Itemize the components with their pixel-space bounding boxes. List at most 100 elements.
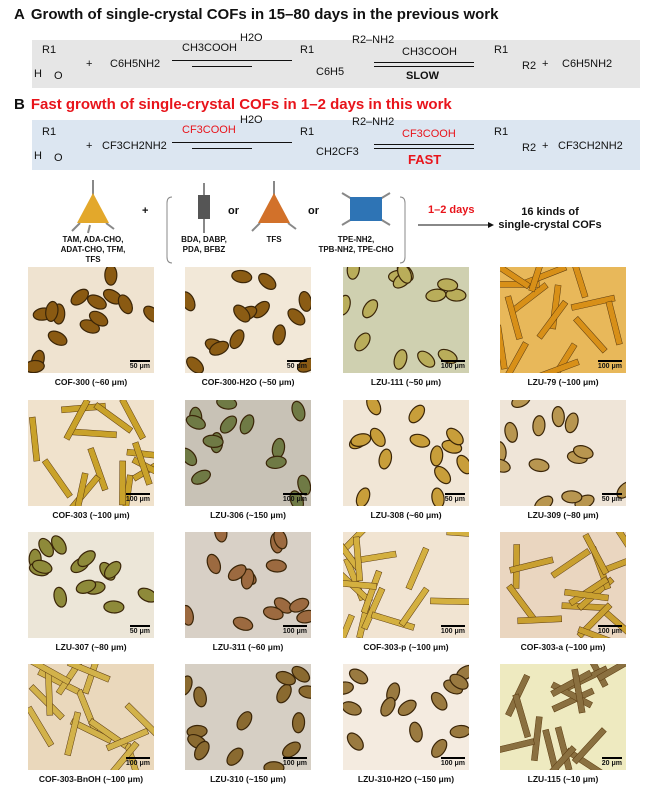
r1-label: R1 [300, 44, 315, 56]
crystal [582, 532, 610, 576]
crystal [226, 747, 244, 766]
building-block-shapes [71, 180, 494, 264]
crystal [105, 740, 140, 770]
crystal [343, 579, 378, 590]
crystal [343, 681, 354, 695]
micrograph-caption: COF-303 (~100 μm) [52, 510, 130, 520]
crystal [417, 350, 436, 368]
micrograph-caption: LZU-307 (~80 μm) [55, 642, 127, 652]
crystal [550, 548, 591, 579]
plus: + [142, 205, 149, 217]
left-bracket [166, 196, 173, 264]
crystal [398, 586, 430, 627]
crystal [397, 699, 417, 717]
crystal [509, 556, 554, 574]
scale-bar: 100 μm [440, 360, 465, 370]
crystal [275, 670, 296, 686]
crystal [532, 415, 546, 437]
catalyst: CF3COOH [182, 124, 236, 136]
reverse-arrow [192, 148, 252, 149]
micrograph: 50 μm [28, 267, 154, 373]
crystal [501, 341, 529, 373]
crystal [143, 305, 154, 323]
micrograph-caption: LZU-79 (~100 μm) [527, 377, 599, 387]
crystal [69, 718, 113, 744]
panel-a-title: Growth of single-crystal COFs in 15–80 d… [30, 6, 499, 23]
crystal [378, 448, 393, 470]
crystal [554, 726, 573, 770]
exchange-arrow-back [374, 148, 474, 149]
micrograph: 100 μm [343, 267, 469, 373]
crystal [216, 400, 238, 410]
plus: + [542, 58, 549, 70]
crystal [449, 673, 469, 690]
crystal [75, 579, 97, 594]
speed-label: SLOW [406, 70, 439, 82]
crystal [262, 606, 284, 621]
crystal [193, 686, 207, 708]
crystal [604, 532, 626, 553]
micrograph-caption: LZU-311 (~60 μm) [212, 642, 284, 652]
micrograph: 100 μm [28, 400, 154, 506]
crystal [343, 701, 362, 716]
micrograph-caption: COF-303-a (~100 μm) [520, 642, 606, 652]
o-label: O [54, 152, 63, 164]
r1-label: R1 [42, 126, 57, 138]
crystal [38, 537, 54, 558]
crystal [561, 490, 583, 504]
imine-substituent: CH2CF3 [316, 146, 359, 158]
crystal [103, 600, 125, 614]
micrograph-caption: LZU-310-H2O (~150 μm) [357, 774, 455, 784]
water: H2O [240, 32, 263, 44]
crystal [31, 559, 53, 574]
aniline: C6H5NH2 [110, 58, 161, 70]
byproduct: C6H5NH2 [562, 58, 613, 70]
crystal [87, 447, 109, 492]
right-bracket [399, 196, 406, 264]
crystal [528, 267, 549, 293]
crystal [366, 400, 382, 416]
tetrahedron-orange-icon [251, 181, 297, 232]
crystal [504, 421, 518, 443]
crystal [570, 294, 616, 311]
crystal [408, 404, 426, 424]
crystal [573, 315, 608, 354]
crystal [346, 267, 360, 280]
time-label: 1–2 days [428, 204, 475, 216]
byproduct: CF3CH2NH2 [558, 140, 623, 152]
crystal [531, 716, 543, 762]
micrograph: 50 μm [343, 400, 469, 506]
micrograph: 100 μm [185, 532, 311, 638]
crystal [51, 535, 67, 555]
catalyst: CH3COOH [182, 42, 238, 54]
crystal [577, 626, 622, 638]
crystal [289, 490, 305, 506]
crystal [28, 416, 41, 462]
micrograph-caption: LZU-111 (~50 μm) [370, 377, 442, 387]
crystal [117, 294, 133, 315]
crystal [431, 738, 448, 758]
crystal [396, 267, 413, 284]
crystal [571, 727, 607, 765]
crystal [346, 732, 364, 751]
crystal [596, 664, 626, 682]
water: H2O [240, 114, 263, 126]
trifluoroethylamine: CF3CH2NH2 [102, 140, 167, 152]
or-label: or [308, 205, 319, 217]
crystal [517, 615, 563, 625]
crystal [568, 267, 589, 299]
crystal [77, 550, 96, 568]
scale-bar: 100 μm [282, 493, 307, 503]
crystal [70, 288, 89, 306]
crystal [232, 616, 254, 631]
crystal [231, 269, 253, 284]
micrograph: 50 μm [28, 532, 154, 638]
square-node-icon [341, 192, 391, 226]
crystal [64, 711, 82, 757]
crystal [103, 560, 122, 579]
or-label: or [228, 205, 239, 217]
reverse-arrow [192, 66, 252, 67]
crystal [446, 532, 469, 539]
crystal [343, 613, 355, 638]
